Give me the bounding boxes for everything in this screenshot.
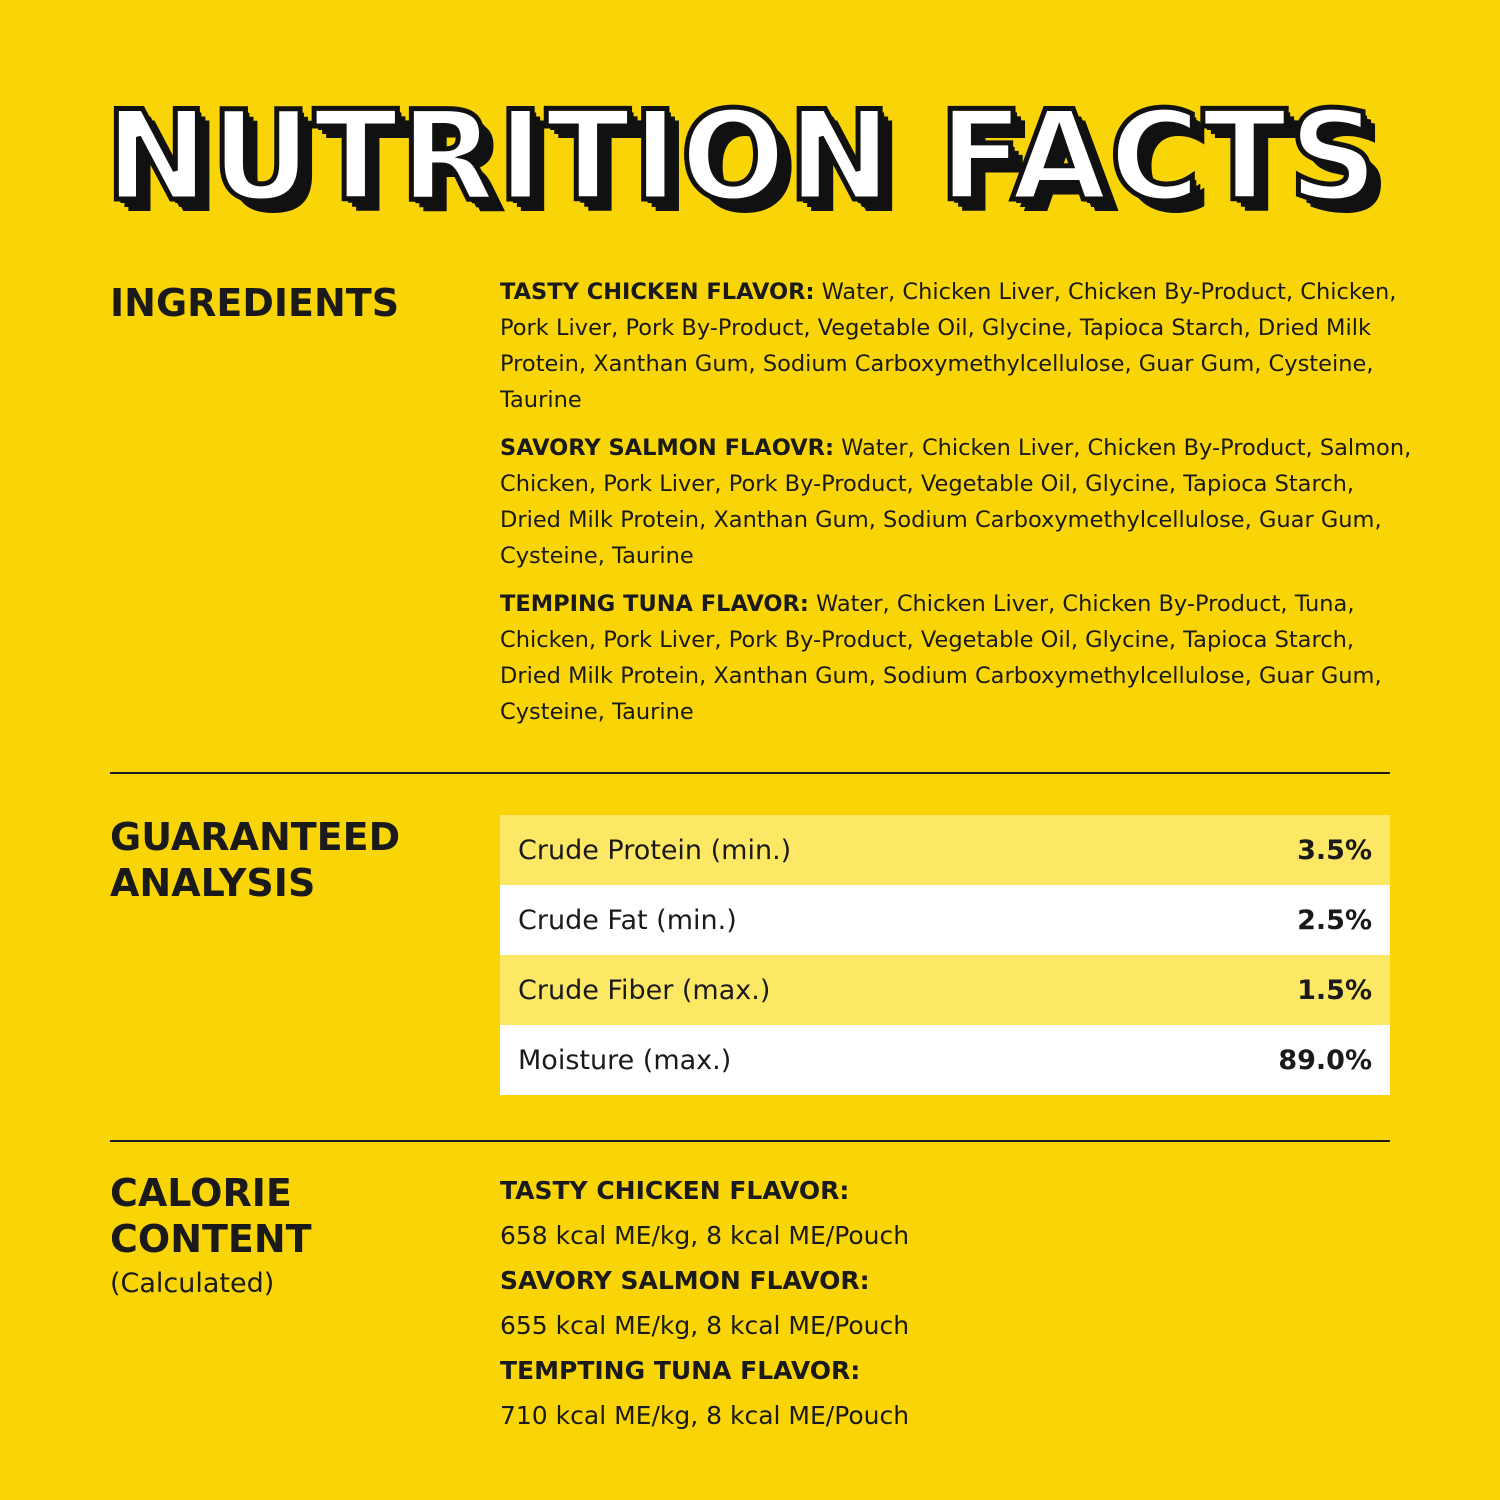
nutrient: Crude Fat (min.)	[518, 904, 737, 936]
title: NUTRITION FACTS	[102, 83, 1381, 232]
calorie-label: TASTY CHICKEN FLAVOR:	[500, 1168, 1420, 1213]
ingredients-list: TASTY CHICKEN FLAVOR: Water, Chicken Liv…	[500, 274, 1420, 742]
nutrient: Crude Fiber (max.)	[518, 974, 771, 1006]
analysis-table: Crude Protein (min.) 3.5% Crude Fat (min.…	[500, 815, 1390, 1095]
table-row: Crude Fat (min.) 2.5%	[500, 885, 1390, 955]
calorie-value: 655 kcal ME/kg, 8 kcal ME/Pouch	[500, 1311, 910, 1340]
amount: 2.5%	[1297, 904, 1372, 936]
divider	[110, 1140, 1390, 1142]
calorie-list: TASTY CHICKEN FLAVOR: 658 kcal ME/kg, 8 …	[500, 1168, 1420, 1438]
divider	[110, 772, 1390, 774]
ingredient-text: Water, Chicken Liver, Chicken By-Product…	[500, 435, 1412, 569]
table-row: Crude Protein (min.) 3.5%	[500, 815, 1390, 885]
amount: 3.5%	[1297, 834, 1372, 866]
analysis-heading: GUARANTEED ANALYSIS	[110, 815, 401, 905]
table-row: Moisture (max.) 89.0%	[500, 1025, 1390, 1095]
ingredient-item: TEMPING TUNA FLAVOR: Water, Chicken Live…	[500, 586, 1420, 730]
amount: 1.5%	[1297, 974, 1372, 1006]
ingredients-heading: INGREDIENTS	[110, 281, 400, 325]
nutrient: Moisture (max.)	[518, 1044, 732, 1076]
calorie-label: TEMPTING TUNA FLAVOR:	[500, 1348, 1420, 1393]
ingredient-item: TASTY CHICKEN FLAVOR: Water, Chicken Liv…	[500, 274, 1420, 418]
ingredient-item: SAVORY SALMON FLAOVR: Water, Chicken Liv…	[500, 430, 1420, 574]
nutrient: Crude Protein (min.)	[518, 834, 792, 866]
amount: 89.0%	[1278, 1044, 1372, 1076]
calorie-note: (Calculated)	[110, 1268, 275, 1299]
ingredient-text: Water, Chicken Liver, Chicken By-Product…	[500, 591, 1382, 725]
flavor-label: SAVORY SALMON FLAOVR:	[500, 435, 834, 461]
calorie-label: SAVORY SALMON FLAVOR:	[500, 1258, 1420, 1303]
flavor-label: TEMPTING TUNA FLAVOR:	[500, 1356, 861, 1385]
ingredient-text: Water, Chicken Liver, Chicken By-Product…	[500, 279, 1397, 413]
flavor-label: TASTY CHICKEN FLAVOR:	[500, 279, 815, 305]
table-row: Crude Fiber (max.) 1.5%	[500, 955, 1390, 1025]
calorie-heading: CALORIE CONTENT	[110, 1171, 312, 1261]
flavor-label: TEMPING TUNA FLAVOR:	[500, 591, 809, 617]
calorie-value: 710 kcal ME/kg, 8 kcal ME/Pouch	[500, 1401, 910, 1430]
flavor-label: TASTY CHICKEN FLAVOR:	[500, 1176, 850, 1205]
flavor-label: SAVORY SALMON FLAVOR:	[500, 1266, 870, 1295]
calorie-value: 658 kcal ME/kg, 8 kcal ME/Pouch	[500, 1221, 910, 1250]
